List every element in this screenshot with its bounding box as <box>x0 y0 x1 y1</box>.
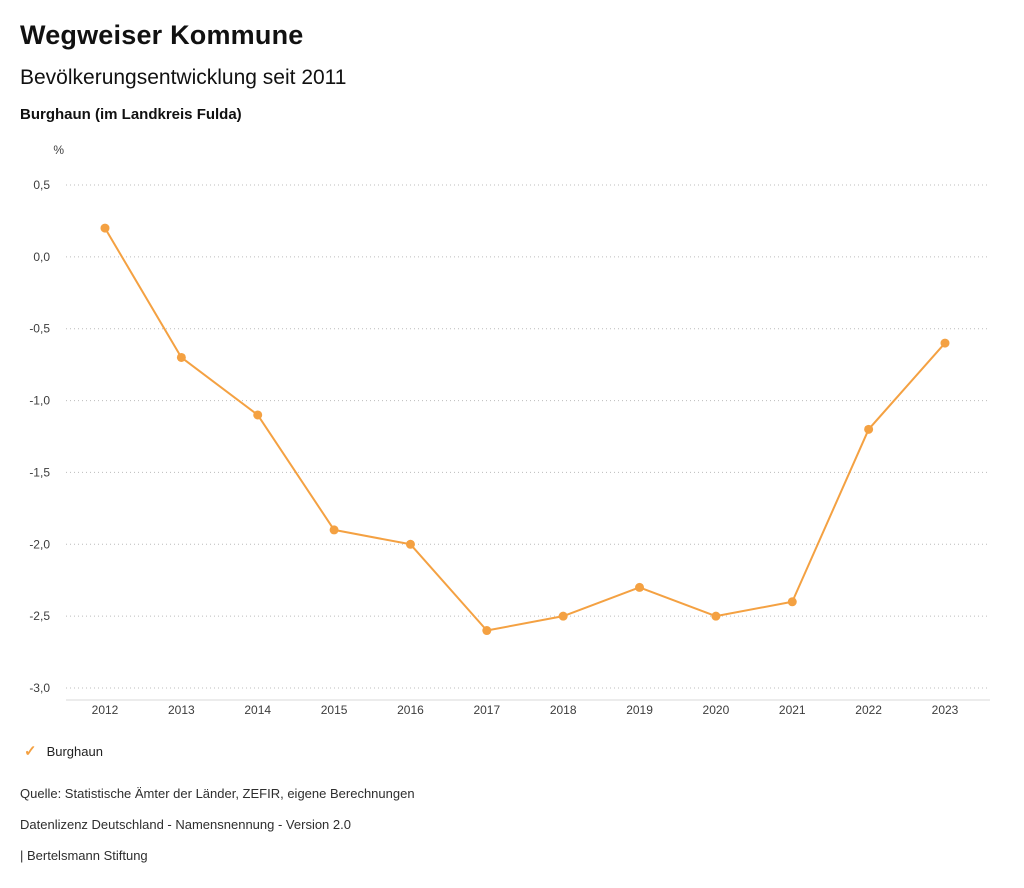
data-point-marker[interactable] <box>940 338 950 348</box>
x-tick-label: 2018 <box>550 703 577 717</box>
x-tick-label: 2015 <box>321 703 348 717</box>
y-tick-label: -1,5 <box>29 465 50 479</box>
data-point-marker[interactable] <box>405 539 415 549</box>
data-point-marker[interactable] <box>711 611 721 621</box>
data-point-marker[interactable] <box>787 597 797 607</box>
data-point-marker[interactable] <box>329 525 339 535</box>
y-tick-label: 0,0 <box>33 250 50 264</box>
legend-item-burghaun[interactable]: ✓ Burghaun <box>24 744 103 759</box>
population-development-line-chart: % 0,5 0,0 -0,5 -1,0 -1,5 -2,0 -2,5 -3,0 2012 2013 2… <box>29 143 990 717</box>
x-tick-label: 2017 <box>473 703 500 717</box>
x-tick-label: 2014 <box>244 703 271 717</box>
data-point-marker[interactable] <box>635 582 645 592</box>
x-tick-label: 2020 <box>703 703 730 717</box>
y-tick-label: -3,0 <box>29 681 50 695</box>
legend-check-icon: ✓ <box>24 743 37 760</box>
x-tick-label: 2021 <box>779 703 806 717</box>
source-note: Quelle: Statistische Ämter der Länder, Z… <box>20 786 415 801</box>
data-point-marker[interactable] <box>253 410 263 420</box>
y-tick-label: -0,5 <box>29 322 50 336</box>
y-tick-label: -1,0 <box>29 394 50 408</box>
data-point-marker[interactable] <box>482 626 492 636</box>
page-title: Wegweiser Kommune <box>20 20 304 50</box>
data-point-marker[interactable] <box>100 223 110 233</box>
data-point-marker[interactable] <box>176 352 186 362</box>
series-line-burghaun <box>104 227 946 632</box>
data-point-marker[interactable] <box>558 611 568 621</box>
x-tick-label: 2022 <box>855 703 882 717</box>
license-note: Datenlizenz Deutschland - Namensnennung … <box>20 817 351 832</box>
x-tick-label: 2023 <box>932 703 959 717</box>
chart-title: Bevölkerungsentwicklung seit 2011 <box>20 66 347 89</box>
x-tick-label: 2019 <box>626 703 653 717</box>
data-point-marker[interactable] <box>864 424 874 434</box>
y-tick-label: -2,0 <box>29 537 50 551</box>
x-tick-label: 2016 <box>397 703 424 717</box>
y-tick-label: 0,5 <box>33 178 50 192</box>
x-tick-label: 2013 <box>168 703 195 717</box>
chart-region-subtitle: Burghaun (im Landkreis Fulda) <box>20 106 242 123</box>
x-tick-label: 2012 <box>92 703 119 717</box>
y-tick-label: -2,5 <box>29 609 50 623</box>
y-axis-unit-label: % <box>53 143 64 157</box>
attribution-note: | Bertelsmann Stiftung <box>20 848 148 863</box>
legend-label: Burghaun <box>46 744 103 759</box>
